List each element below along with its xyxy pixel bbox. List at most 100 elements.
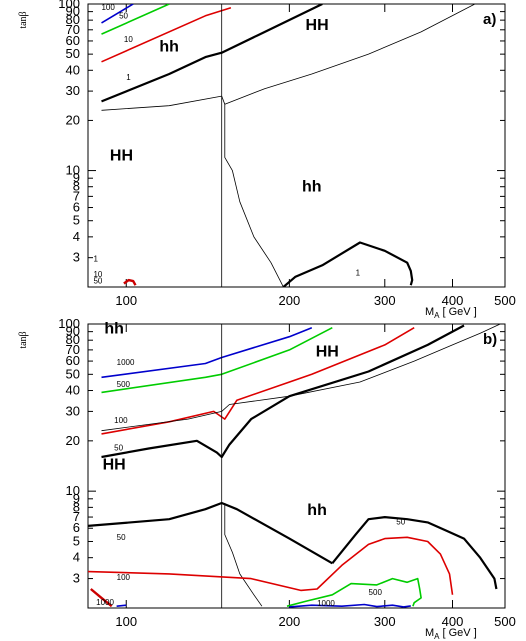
y-tick-label: 20 <box>66 433 80 448</box>
y-axis-label: tanβ <box>18 331 29 348</box>
x-axis-label: MA[ GeV ] <box>425 627 477 641</box>
contour-line-green-lower <box>286 577 422 607</box>
y-tick-label: 50 <box>66 366 80 381</box>
x-axis-label-sub: A <box>434 632 440 641</box>
y-tick-label: 30 <box>66 83 80 98</box>
contour-line-boundary-staircase <box>101 4 476 111</box>
contour-value-label: 50 <box>119 11 128 20</box>
contour-value-label: 50 <box>396 518 405 527</box>
y-tick-label: 80 <box>66 12 80 27</box>
x-tick-label: 400 <box>442 293 464 308</box>
y-tick-label: 40 <box>66 383 80 398</box>
y-tick-label: 80 <box>66 332 80 347</box>
y-tick-label: 6 <box>73 520 80 535</box>
y-tick-label: 70 <box>66 22 80 37</box>
contour-value-label: 1000 <box>117 358 135 367</box>
x-axis-label-unit: [ GeV ] <box>443 306 477 318</box>
y-axis-label: tanβ <box>18 11 29 28</box>
contour-line-boundary-lower <box>224 503 263 607</box>
region-label: hh <box>104 320 124 337</box>
contour-value-label: 10 <box>93 270 102 279</box>
contour-value-label: 1 <box>93 254 98 263</box>
region-label: HH <box>110 147 133 164</box>
y-tick-label: 10 <box>66 163 80 178</box>
plot-area <box>101 4 476 287</box>
y-tick-label: 10 <box>66 483 80 498</box>
y-tick-label: 70 <box>66 342 80 357</box>
contour-value-label: 1 <box>356 268 361 277</box>
x-axis-label-unit: [ GeV ] <box>443 627 477 639</box>
y-tick-label: 100 <box>58 0 80 11</box>
region-label: HH <box>103 456 126 473</box>
region-label: hh <box>302 178 322 195</box>
contour-line-red-lower <box>88 536 454 595</box>
contour-value-label: 1 <box>126 73 131 82</box>
y-tick-label: 7 <box>73 509 80 524</box>
contour-line-blue-corner <box>116 604 127 607</box>
contour-line-blue <box>101 4 134 24</box>
x-tick-label: 200 <box>279 614 301 629</box>
contour-value-label: 100 <box>114 416 128 425</box>
contour-value-label: 10 <box>124 35 133 44</box>
region-label: HH <box>316 343 339 360</box>
contour-value-label: 50 <box>114 444 123 453</box>
y-tick-label: 9 <box>73 170 80 185</box>
x-tick-label: 100 <box>115 614 137 629</box>
x-tick-label: 500 <box>494 614 516 629</box>
x-tick-label: 200 <box>279 293 301 308</box>
x-tick-label: 300 <box>374 293 396 308</box>
contour-value-label: 100 <box>117 573 131 582</box>
y-tick-label: 90 <box>66 4 80 19</box>
y-tick-label: 50 <box>66 46 80 61</box>
contour-line-boundary-lower <box>224 104 284 287</box>
panel-label: a) <box>483 11 496 28</box>
region-label: HH <box>306 17 329 34</box>
plot-frame <box>87 3 506 288</box>
contour-line-red <box>101 327 415 435</box>
contour-value-label: 100 <box>101 3 115 12</box>
y-tick-label: 5 <box>73 213 80 228</box>
y-tick-label: 30 <box>66 403 80 418</box>
contour-value-label: 500 <box>369 588 383 597</box>
contour-line-green <box>101 4 170 35</box>
x-tick-label: 400 <box>442 614 464 629</box>
contour-line-black-contour-1 <box>282 241 414 287</box>
y-tick-label: 100 <box>58 316 80 331</box>
contour-line-red-corner <box>90 588 113 608</box>
contour-line-black-1 <box>101 4 323 103</box>
panel-label: b) <box>483 331 497 348</box>
contour-line-boundary-staircase <box>101 324 501 432</box>
y-tick-label: 8 <box>73 499 80 514</box>
contour-line-red <box>101 6 232 63</box>
contour-line-blue-lower <box>289 603 411 608</box>
x-axis-label-main: M <box>425 306 434 318</box>
contour-value-label: 500 <box>117 380 131 389</box>
x-tick-label: 500 <box>494 293 516 308</box>
contour-line-black-upper <box>101 324 465 459</box>
x-tick-label: 100 <box>115 293 137 308</box>
contour-value-label: 50 <box>93 276 102 285</box>
plot-frame <box>87 323 506 609</box>
y-tick-label: 90 <box>66 324 80 339</box>
y-tick-label: 60 <box>66 33 80 48</box>
y-tick-label: 60 <box>66 353 80 368</box>
plot-area <box>88 324 501 608</box>
contour-value-label: 1000 <box>317 599 335 608</box>
region-label: hh <box>307 502 327 519</box>
contour-value-label: 1000 <box>96 598 114 607</box>
x-tick-label: 300 <box>374 614 396 629</box>
y-tick-label: 6 <box>73 200 80 215</box>
y-tick-label: 40 <box>66 62 80 77</box>
x-axis-label-main: M <box>425 627 434 639</box>
y-tick-label: 3 <box>73 571 80 586</box>
contour-line-black-mid <box>88 501 333 565</box>
y-tick-label: 8 <box>73 179 80 194</box>
contour-value-label: 50 <box>117 533 126 542</box>
y-tick-label: 4 <box>73 229 80 244</box>
y-tick-label: 3 <box>73 250 80 265</box>
contour-line-red-corner <box>123 278 137 286</box>
x-axis-label-sub: A <box>434 311 440 320</box>
